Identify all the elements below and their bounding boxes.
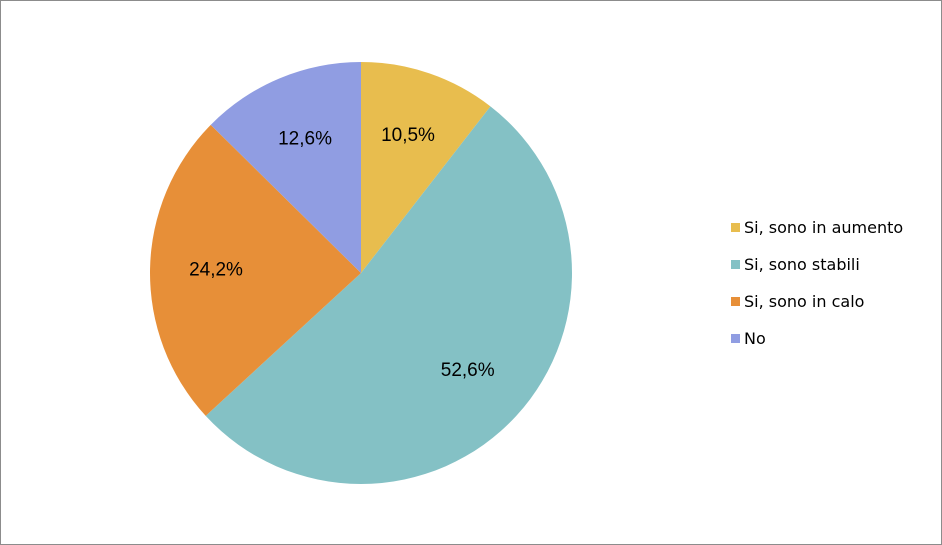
- pie-slice-stabili: [205, 106, 572, 484]
- legend-swatch-aumento: [731, 223, 740, 232]
- slice-label-aumento: 10,5%: [381, 125, 435, 146]
- legend-label-no: No: [744, 329, 766, 348]
- pie-slice-aumento: [361, 62, 491, 273]
- legend-label-aumento: Si, sono in aumento: [744, 218, 904, 237]
- slice-label-calo: 24,2%: [189, 260, 243, 281]
- pie-slice-calo: [149, 124, 361, 416]
- pie-slice-no: [210, 62, 361, 273]
- slice-label-stabili: 52,6%: [441, 360, 495, 381]
- legend-item-no: No: [731, 320, 903, 357]
- legend-item-aumento: Si, sono in aumento: [731, 209, 903, 246]
- legend-swatch-calo: [731, 297, 740, 306]
- legend-swatch-no: [731, 334, 740, 343]
- legend-item-stabili: Si, sono stabili: [731, 246, 903, 283]
- slice-label-no: 12,6%: [278, 128, 332, 149]
- legend-label-calo: Si, sono in calo: [744, 292, 865, 311]
- legend: Si, sono in aumento Si, sono stabili Si,…: [731, 209, 903, 357]
- legend-item-calo: Si, sono in calo: [731, 283, 903, 320]
- legend-label-stabili: Si, sono stabili: [744, 255, 860, 274]
- legend-swatch-stabili: [731, 260, 740, 269]
